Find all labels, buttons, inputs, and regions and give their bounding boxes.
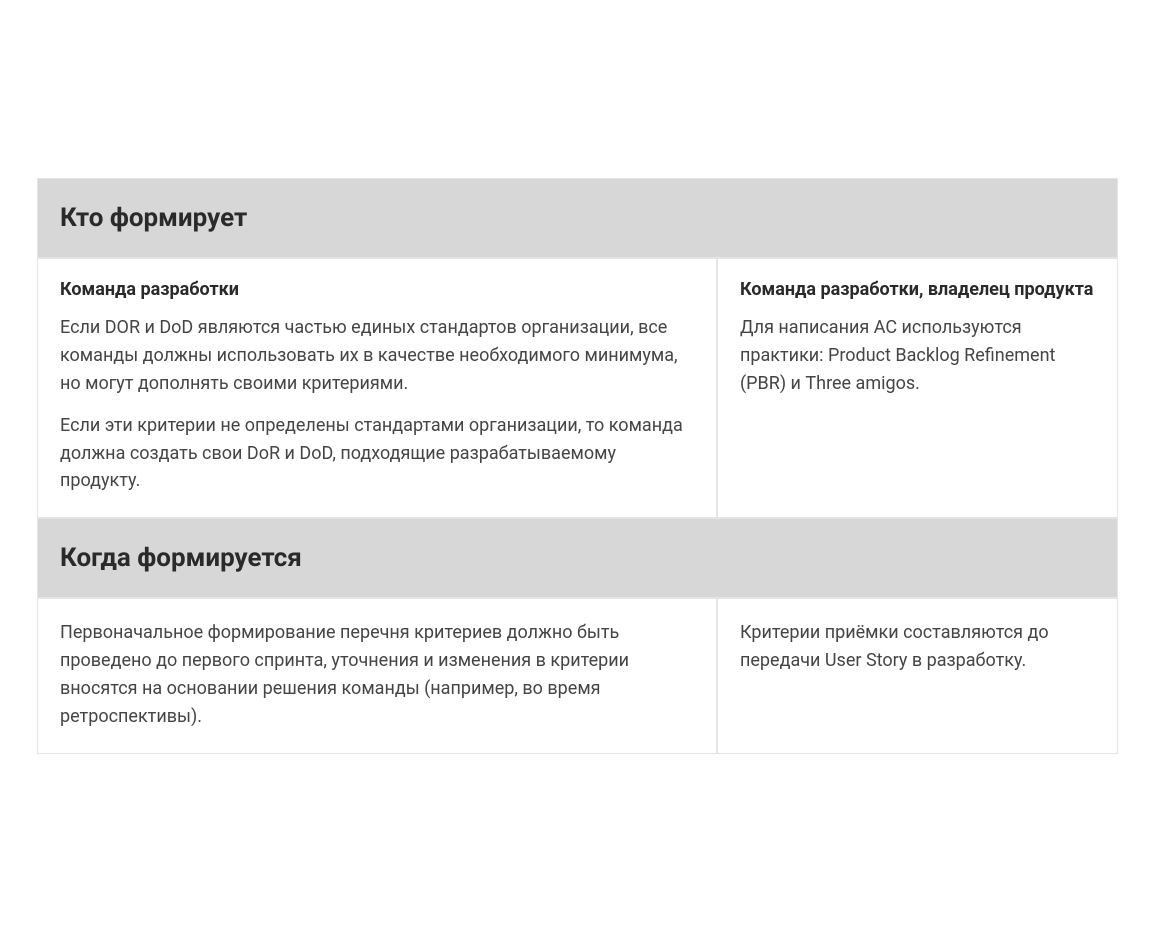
- section-title: Когда формируется: [60, 543, 1095, 573]
- cell-paragraph: Критерии приёмки составляются до передач…: [740, 619, 1095, 675]
- content-row-when: Первоначальное формирование перечня крит…: [37, 598, 1118, 754]
- cell-title: Команда разработки: [60, 279, 694, 300]
- section-title: Кто формирует: [60, 203, 1095, 233]
- comparison-table: Кто формирует Команда разработки Если DO…: [37, 178, 1118, 754]
- cell-paragraph: Для написания AC используются практики: …: [740, 314, 1095, 398]
- section-header-when: Когда формируется: [37, 518, 1118, 598]
- section-header-who: Кто формирует: [37, 178, 1118, 258]
- cell-paragraph: Если эти критерии не определены стандарт…: [60, 412, 694, 496]
- content-row-who: Команда разработки Если DOR и DoD являют…: [37, 258, 1118, 518]
- cell-when-right: Критерии приёмки составляются до передач…: [717, 598, 1118, 754]
- cell-paragraph: Первоначальное формирование перечня крит…: [60, 619, 694, 731]
- cell-who-right: Команда разработки, владелец продукта Дл…: [717, 258, 1118, 518]
- cell-who-left: Команда разработки Если DOR и DoD являют…: [37, 258, 717, 518]
- cell-paragraph: Если DOR и DoD являются частью единых ст…: [60, 314, 694, 398]
- cell-title: Команда разработки, владелец продукта: [740, 279, 1095, 300]
- cell-when-left: Первоначальное формирование перечня крит…: [37, 598, 717, 754]
